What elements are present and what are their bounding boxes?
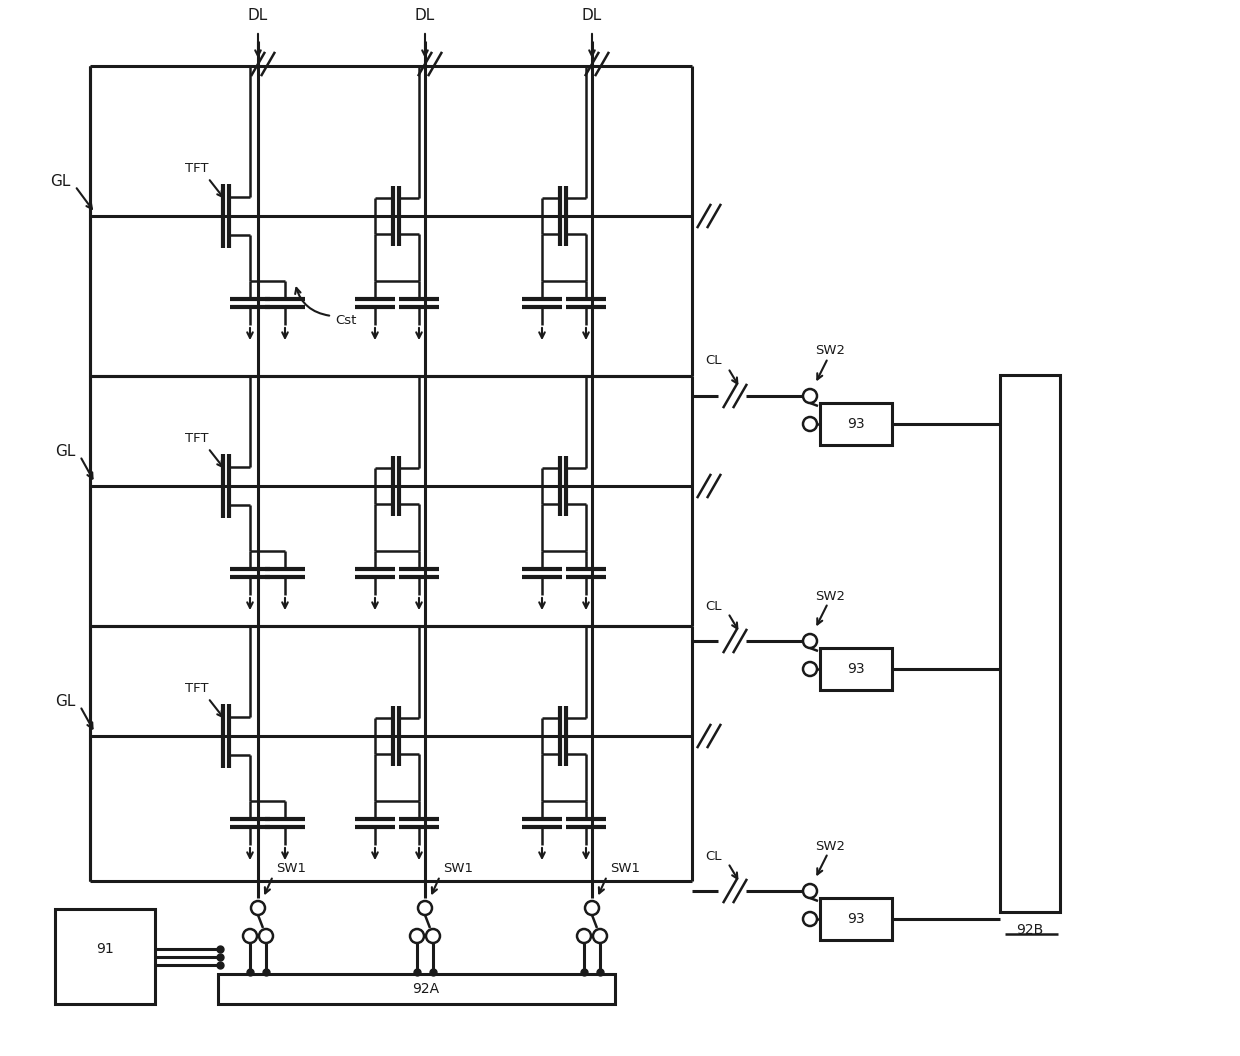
Text: SW2: SW2 bbox=[815, 589, 844, 603]
Text: TFT: TFT bbox=[185, 432, 208, 445]
Text: CL: CL bbox=[706, 600, 722, 612]
Bar bbox=[999, 375, 1060, 912]
Text: SW1: SW1 bbox=[610, 862, 640, 874]
Text: SW1: SW1 bbox=[443, 862, 472, 874]
Text: 93: 93 bbox=[847, 417, 864, 431]
Text: TFT: TFT bbox=[185, 681, 208, 695]
Text: TFT: TFT bbox=[185, 162, 208, 174]
Text: DL: DL bbox=[415, 8, 435, 23]
Bar bbox=[218, 974, 615, 1004]
Text: 92A: 92A bbox=[413, 982, 439, 996]
Text: GL: GL bbox=[55, 444, 76, 458]
Text: CL: CL bbox=[706, 849, 722, 863]
Bar bbox=[820, 648, 892, 690]
Text: SW2: SW2 bbox=[815, 344, 844, 358]
Text: DL: DL bbox=[582, 8, 603, 23]
Text: SW2: SW2 bbox=[815, 840, 844, 852]
Text: CL: CL bbox=[706, 355, 722, 367]
Bar bbox=[820, 898, 892, 940]
Text: 92B: 92B bbox=[1017, 923, 1044, 937]
Text: GL: GL bbox=[55, 694, 76, 709]
Text: GL: GL bbox=[50, 173, 71, 189]
Text: 93: 93 bbox=[847, 912, 864, 926]
Text: 93: 93 bbox=[847, 662, 864, 676]
Bar bbox=[820, 403, 892, 445]
Text: SW1: SW1 bbox=[277, 862, 306, 874]
Text: Cst: Cst bbox=[335, 314, 356, 326]
Bar bbox=[55, 909, 155, 1004]
Text: DL: DL bbox=[248, 8, 268, 23]
Text: 91: 91 bbox=[97, 942, 114, 956]
